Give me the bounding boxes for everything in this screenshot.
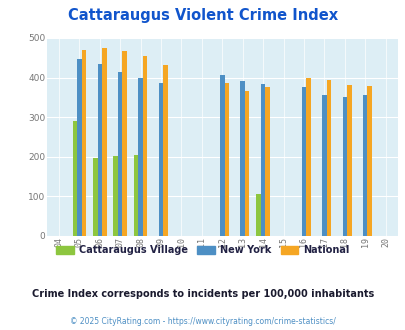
Bar: [305, 78, 310, 236]
Bar: [362, 95, 367, 236]
Bar: [326, 80, 330, 236]
Bar: [244, 91, 249, 236]
Bar: [158, 83, 163, 236]
Bar: [301, 87, 305, 236]
Bar: [224, 83, 228, 236]
Bar: [346, 85, 351, 236]
Bar: [122, 51, 127, 236]
Bar: [72, 121, 77, 236]
Text: © 2025 CityRating.com - https://www.cityrating.com/crime-statistics/: © 2025 CityRating.com - https://www.city…: [70, 317, 335, 326]
Bar: [102, 48, 106, 236]
Bar: [265, 87, 269, 236]
Bar: [163, 65, 167, 236]
Bar: [220, 75, 224, 236]
Bar: [81, 50, 86, 236]
Bar: [143, 56, 147, 236]
Bar: [93, 158, 97, 236]
Bar: [138, 78, 143, 236]
Text: Cattaraugus Violent Crime Index: Cattaraugus Violent Crime Index: [68, 8, 337, 23]
Bar: [342, 97, 346, 236]
Text: Crime Index corresponds to incidents per 100,000 inhabitants: Crime Index corresponds to incidents per…: [32, 289, 373, 299]
Bar: [256, 194, 260, 236]
Bar: [113, 155, 118, 236]
Bar: [134, 155, 138, 236]
Bar: [77, 59, 81, 236]
Bar: [97, 64, 102, 236]
Bar: [321, 95, 326, 236]
Bar: [118, 72, 122, 236]
Bar: [367, 86, 371, 236]
Legend: Cattaraugus Village, New York, National: Cattaraugus Village, New York, National: [52, 241, 353, 259]
Bar: [240, 81, 244, 236]
Bar: [260, 84, 265, 236]
